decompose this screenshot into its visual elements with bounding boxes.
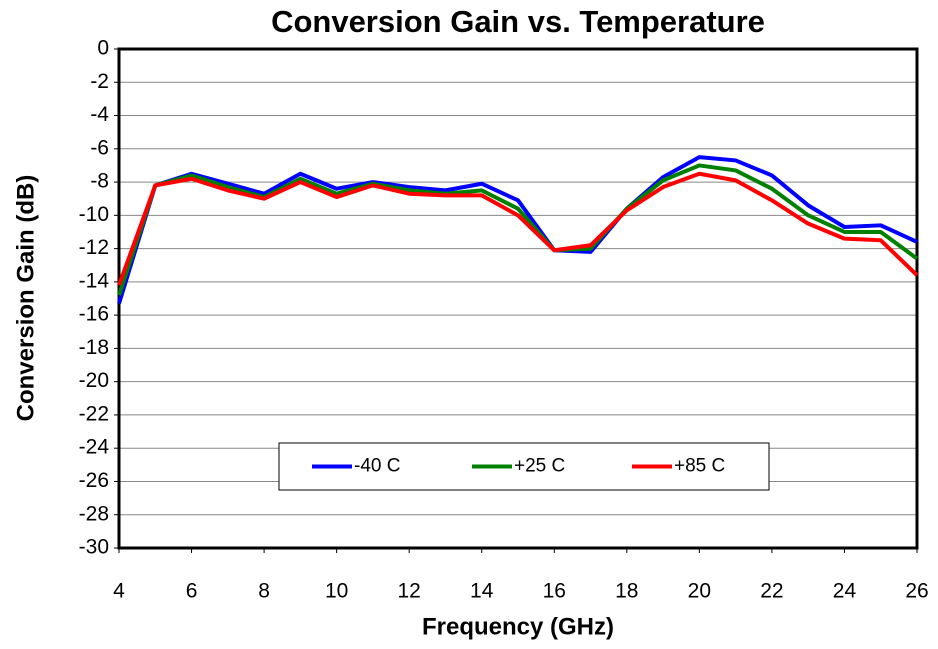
y-tick-label: -26 [79, 469, 109, 492]
series-line [117, 155, 918, 305]
x-tick-label: 4 [113, 580, 125, 603]
legend-label: -40 C [354, 456, 400, 477]
x-tick-label: 26 [905, 580, 928, 603]
y-tick-label: -12 [79, 236, 109, 259]
y-tick-label: -4 [90, 103, 109, 126]
y-axis-label: Conversion Gain (dB) [12, 175, 39, 422]
y-tick-label: 0 [97, 37, 109, 60]
x-tick-label: 16 [543, 580, 566, 603]
x-tick-label: 20 [688, 580, 711, 603]
y-tick-label: -22 [79, 402, 109, 425]
x-tick-label: 8 [258, 580, 270, 603]
y-tick-label: -14 [79, 269, 110, 292]
y-tick-label: -28 [79, 502, 109, 525]
chart-title: Conversion Gain vs. Temperature [271, 4, 765, 39]
x-tick-label: 10 [325, 580, 348, 603]
x-tick-label: 24 [833, 580, 857, 603]
y-tick-label: -18 [79, 336, 109, 359]
x-tick-label: 18 [615, 580, 638, 603]
x-tick-label: 6 [186, 580, 198, 603]
legend-box [278, 442, 770, 491]
series-line [117, 171, 919, 286]
series-line [117, 163, 919, 296]
y-tick-label: -30 [79, 536, 109, 559]
legend-label: +25 C [514, 456, 565, 477]
y-tick-label: -2 [90, 70, 109, 93]
x-tick-label: 12 [398, 580, 421, 603]
y-tick-label: -16 [79, 303, 109, 326]
x-tick-label: 14 [470, 580, 494, 603]
x-axis-label: Frequency (GHz) [422, 613, 614, 640]
y-tick-label: -10 [79, 203, 109, 226]
legend-label: +85 C [674, 456, 725, 477]
x-tick-label: 22 [760, 580, 783, 603]
y-tick-label: -20 [79, 369, 109, 392]
y-tick-label: -24 [79, 436, 110, 459]
y-tick-label: -8 [90, 170, 109, 193]
y-tick-label: -6 [90, 136, 109, 159]
